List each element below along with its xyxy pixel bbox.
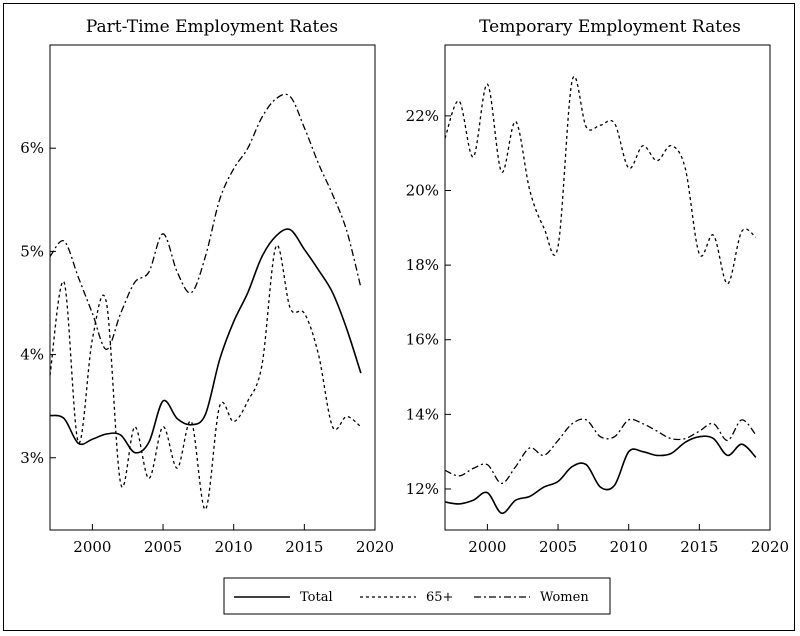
- legend-box: [223, 577, 611, 615]
- legend: Total 65+ Women: [234, 590, 589, 605]
- x-tick-label: 2005: [144, 538, 182, 556]
- x-tick-label: 2015: [285, 538, 323, 556]
- series-line-women: [49, 93, 362, 351]
- y-tick-label: 6%: [20, 139, 44, 157]
- left-panel-title: Part-Time Employment Rates: [86, 17, 338, 37]
- y-tick-label: 18%: [406, 256, 439, 274]
- y-tick-label: 5%: [20, 242, 44, 260]
- series-line-total: [49, 228, 362, 454]
- right-panel-title: Temporary Employment Rates: [479, 17, 741, 37]
- x-tick-label: 2020: [356, 538, 394, 556]
- y-tick-label: 3%: [20, 449, 44, 467]
- y-tick-label: 20%: [406, 182, 439, 200]
- x-tick-label: 2000: [468, 538, 506, 556]
- series-line-women: [444, 418, 757, 485]
- series-line-65: [444, 76, 757, 285]
- y-tick-label: 14%: [406, 405, 439, 423]
- legend-label: Total: [300, 590, 333, 605]
- left-panel-marks: 3% 4% 5% 6% 2000 2005 2010 2015 2020: [20, 93, 394, 556]
- x-tick-label: 2000: [73, 538, 111, 556]
- legend-label: 65+: [426, 590, 453, 605]
- x-tick-label: 2010: [215, 538, 253, 556]
- x-tick-label: 2010: [610, 538, 648, 556]
- y-tick-label: 12%: [406, 480, 439, 498]
- x-tick-label: 2020: [751, 538, 789, 556]
- x-tick-label: 2015: [680, 538, 718, 556]
- series-line-65: [49, 244, 362, 511]
- right-plot-area: [444, 44, 771, 531]
- right-panel-marks: 12% 14% 16% 18% 20% 22% 2000 2005 2010 2015 2020: [406, 76, 789, 556]
- y-tick-label: 22%: [406, 107, 439, 125]
- y-tick-label: 4%: [20, 346, 44, 364]
- left-plot-area: [49, 44, 376, 531]
- legend-label: Women: [540, 590, 589, 605]
- y-tick-label: 16%: [406, 331, 439, 349]
- series-line-total: [444, 435, 757, 515]
- figure-frame: [3, 3, 795, 631]
- x-tick-label: 2005: [539, 538, 577, 556]
